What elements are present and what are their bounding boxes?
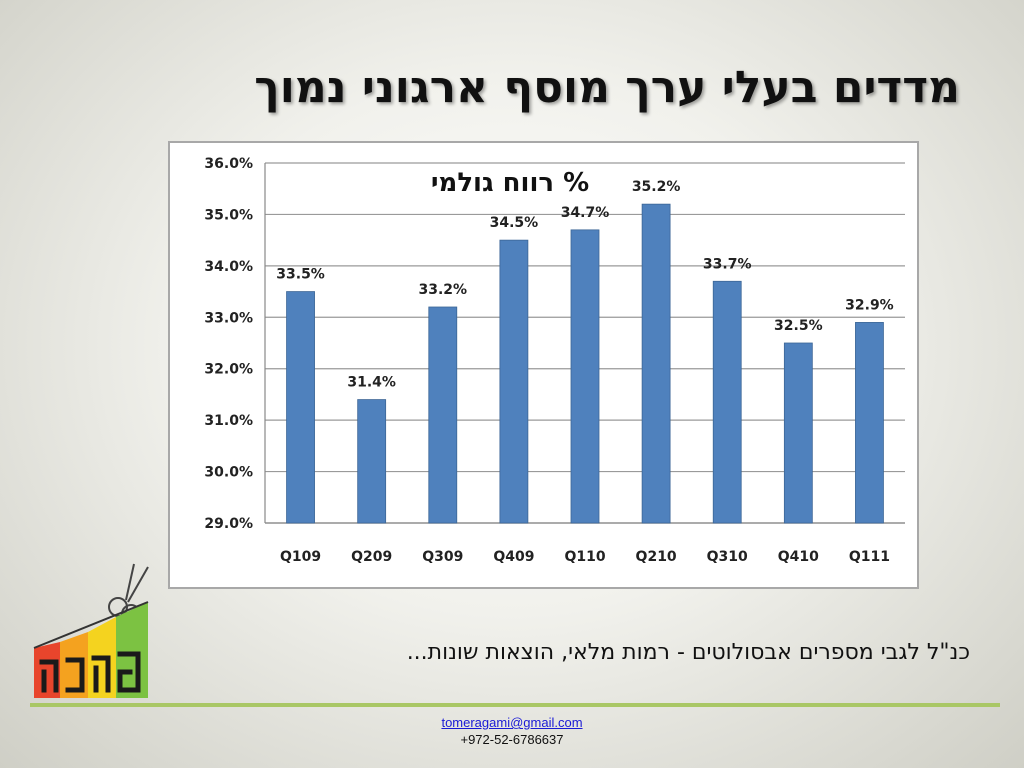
bar [712, 280, 742, 524]
scissors-growth-bars-logo-icon [33, 563, 149, 698]
y-tick-label: 30.0% [204, 465, 253, 481]
bar [428, 306, 458, 524]
data-label: 34.7% [561, 205, 610, 221]
data-label: 34.5% [490, 215, 539, 231]
x-tick-label: Q209 [351, 549, 392, 565]
bar [783, 342, 813, 524]
data-label: 35.2% [632, 179, 681, 195]
y-tick-label: 34.0% [204, 259, 253, 275]
bar [499, 239, 529, 524]
y-tick-label: 32.0% [204, 362, 253, 378]
y-tick-label: 33.0% [204, 310, 253, 326]
bar [570, 229, 600, 524]
slide-title: מדדים בעלי ערך מוסף ארגוני נמוך [254, 62, 960, 113]
contact-block: tomeragami@gmail.com +972-52-6786637 [312, 714, 712, 748]
bar [855, 322, 884, 524]
bar [286, 291, 315, 524]
data-label: 32.9% [845, 297, 894, 313]
x-tick-label: Q310 [707, 549, 748, 565]
y-tick-label: 31.0% [204, 413, 253, 429]
x-tick-label: Q109 [280, 549, 321, 565]
data-label: 32.5% [774, 318, 823, 334]
x-tick-label: Q110 [564, 549, 605, 565]
bar [357, 399, 387, 524]
x-tick-label: Q111 [849, 549, 890, 565]
data-label: 33.7% [703, 256, 752, 272]
data-label: 31.4% [347, 375, 396, 391]
y-tick-label: 29.0% [204, 516, 253, 532]
y-tick-label: 36.0% [204, 156, 253, 172]
footer-divider [30, 703, 1000, 707]
chart-frame: 29.0% 30.0% 31.0% 32.0% 33.0% 34.0% 35.0% 36.0%… [168, 141, 919, 589]
data-label: 33.2% [418, 282, 467, 298]
footnote-text: כנ"ל לגבי מספרים אבסולוטים - רמות מלאי, … [406, 640, 970, 665]
y-tick-label: 35.0% [204, 207, 253, 223]
data-label: 33.5% [276, 267, 325, 283]
x-tick-label: Q409 [493, 549, 534, 565]
x-tick-label: Q309 [422, 549, 463, 565]
chart-title: % רווח גולמי [431, 168, 589, 198]
x-tick-label: Q210 [636, 549, 677, 565]
x-tick-label: Q410 [778, 549, 819, 565]
gross-profit-chart: 29.0% 30.0% 31.0% 32.0% 33.0% 34.0% 35.0% 36.0%… [204, 156, 905, 565]
bar [641, 203, 671, 524]
email-link[interactable]: tomeragami@gmail.com [441, 715, 583, 730]
phone-number: +972-52-6786637 [460, 732, 564, 747]
